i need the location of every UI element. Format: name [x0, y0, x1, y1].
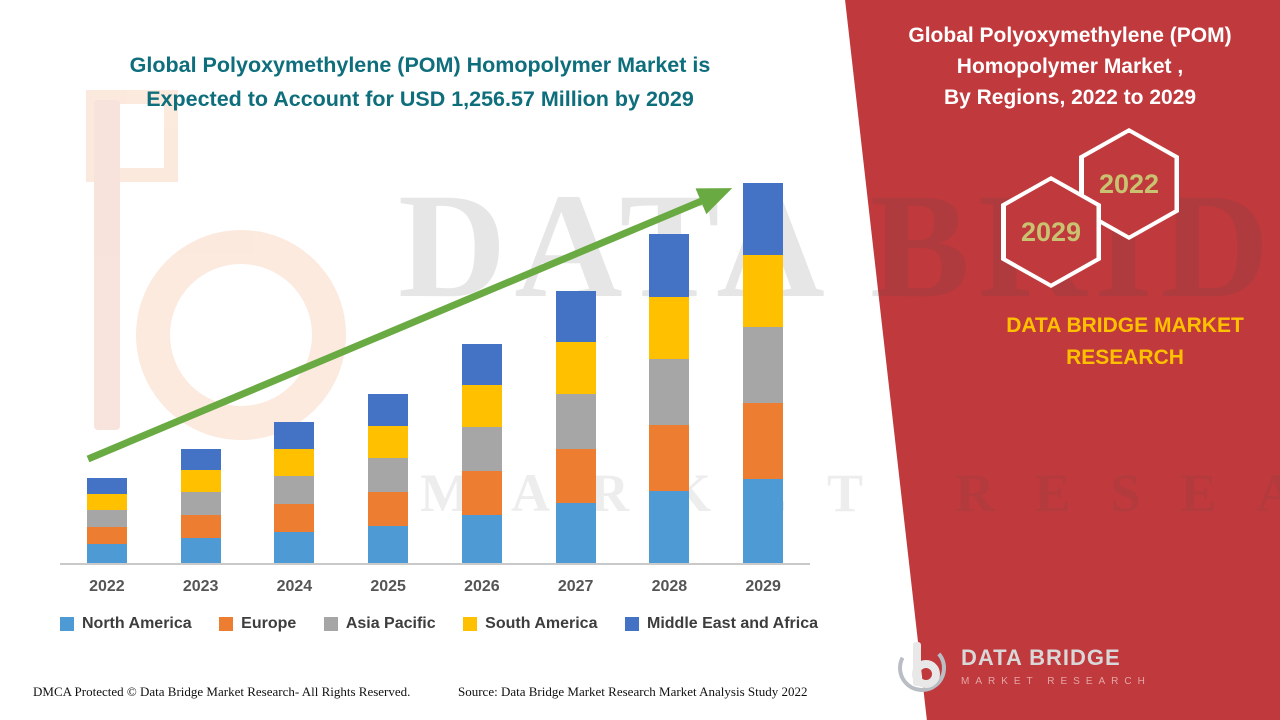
legend-item-asia-pacific: Asia Pacific: [323, 615, 436, 633]
segment-asia-pacific-2025: [368, 458, 409, 492]
legend-swatch-south-america: [463, 617, 478, 631]
stacked-bar-2027: [555, 291, 596, 563]
hex-badge-2029: 2029: [1001, 176, 1101, 288]
x-label-2022: 2022: [89, 578, 125, 595]
legend-swatch-asia-pacific: [323, 617, 338, 631]
dmca-footer: DMCA Protected © Data Bridge Market Rese…: [33, 684, 411, 699]
page-title-line2: Expected to Account for USD 1,256.57 Mil…: [146, 87, 694, 111]
segment-europe-2027: [555, 448, 596, 504]
segment-north-america-2027: [555, 503, 596, 563]
segment-asia-pacific-2027: [555, 394, 596, 449]
stacked-bar-2023: [180, 448, 221, 563]
legend-label-middle-east-and-africa: Middle East and Africa: [647, 615, 818, 632]
segment-europe-2025: [368, 491, 409, 526]
segment-south-america-2028: [649, 296, 690, 360]
x-label-2027: 2027: [557, 578, 594, 595]
stacked-bar-2022: [86, 478, 127, 563]
chart-legend: North America Europe Asia Pacific South Ame…: [60, 615, 818, 633]
legend-swatch-europe: [219, 617, 234, 631]
segment-north-america-2025: [368, 525, 409, 563]
segment-south-america-2025: [368, 425, 409, 458]
x-axis-labels: 2022 2023 2024 2025 2026 2027 2028 2029: [60, 578, 810, 596]
segment-north-america-2023: [180, 537, 221, 563]
segment-middle-east-and-africa-2027: [555, 291, 596, 343]
segment-asia-pacific-2024: [274, 475, 315, 504]
legend-label-south-america: South America: [485, 615, 598, 632]
hex-2029-border: 2029: [1001, 176, 1101, 288]
segment-europe-2022: [86, 527, 127, 545]
panel-title-line3: By Regions, 2022 to 2029: [943, 86, 1197, 109]
segment-south-america-2024: [274, 448, 315, 476]
segment-north-america-2029: [743, 479, 784, 563]
x-label-2023: 2023: [182, 578, 219, 595]
source-footer: Source: Data Bridge Market Research Mark…: [458, 684, 808, 699]
legend-swatch-north-america: [60, 617, 74, 631]
stacked-bar-2025: [368, 393, 409, 563]
segment-south-america-2027: [555, 342, 596, 395]
segment-north-america-2026: [461, 514, 502, 563]
segment-middle-east-and-africa-2023: [180, 448, 221, 471]
segment-south-america-2026: [461, 385, 502, 428]
stacked-bar-2024: [274, 421, 315, 563]
watermark-logo-square: [86, 90, 178, 182]
stacked-bar-chart: 2022 2023 2024 2025 2026 2027 2028 2029: [55, 140, 815, 600]
red-panel-content: Global Polyoxymethylene (POM) Homopolyme…: [835, 0, 1280, 720]
segment-middle-east-and-africa-2024: [274, 421, 315, 449]
segment-north-america-2022: [86, 544, 127, 563]
footer-logo: DATA BRIDGE MARKET RESEARCH: [895, 636, 1151, 696]
segment-europe-2023: [180, 514, 221, 538]
segment-europe-2024: [274, 503, 315, 532]
segment-south-america-2029: [743, 254, 784, 328]
red-side-panel: [845, 0, 1280, 720]
stacked-bar-2026: [461, 343, 502, 563]
legend-swatch-middle-east-and-africa: [625, 617, 639, 631]
x-label-2025: 2025: [370, 578, 406, 595]
footer-logo-text: DATA BRIDGE MARKET RESEARCH: [961, 645, 1151, 687]
chart-plot-area: [60, 165, 810, 565]
legend-item-middle-east-and-africa: Middle East and Africa: [625, 615, 818, 633]
x-label-2024: 2024: [276, 578, 313, 595]
footer-logo-name: DATA BRIDGE: [961, 645, 1121, 670]
segment-asia-pacific-2023: [180, 491, 221, 515]
legend-item-europe: Europe: [219, 615, 296, 633]
segment-north-america-2028: [649, 490, 690, 563]
page-title: Global Polyoxymethylene (POM) Homopolyme…: [60, 48, 780, 116]
legend-item-south-america: South America: [463, 615, 597, 633]
hex-2029-year: 2029: [1005, 180, 1097, 284]
segment-asia-pacific-2029: [743, 327, 784, 404]
panel-title-line1: Global Polyoxymethylene (POM): [908, 24, 1232, 47]
x-label-2026: 2026: [464, 578, 500, 595]
segment-europe-2029: [743, 403, 784, 480]
segment-south-america-2023: [180, 470, 221, 492]
databridge-logo-icon: [898, 642, 946, 692]
segment-asia-pacific-2028: [649, 359, 690, 425]
segment-middle-east-and-africa-2026: [461, 343, 502, 386]
brand-name-text: DATA BRIDGE MARKET RESEARCH: [1006, 314, 1244, 369]
legend-item-north-america: North America: [60, 615, 192, 633]
segment-asia-pacific-2022: [86, 510, 127, 528]
panel-title: Global Polyoxymethylene (POM) Homopolyme…: [860, 20, 1280, 113]
segment-europe-2026: [461, 471, 502, 515]
segment-europe-2028: [649, 425, 690, 491]
legend-label-north-america: North America: [82, 615, 192, 632]
legend-label-asia-pacific: Asia Pacific: [345, 615, 436, 632]
segment-south-america-2022: [86, 494, 127, 511]
footer-logo-tagline: MARKET RESEARCH: [961, 676, 1151, 687]
segment-north-america-2024: [274, 531, 315, 563]
segment-middle-east-and-africa-2022: [86, 478, 127, 495]
segment-middle-east-and-africa-2025: [368, 393, 409, 426]
x-label-2028: 2028: [651, 578, 688, 595]
page-title-line1: Global Polyoxymethylene (POM) Homopolyme…: [129, 53, 711, 77]
segment-middle-east-and-africa-2028: [649, 234, 690, 297]
panel-title-line2: Homopolymer Market ,: [956, 55, 1184, 78]
legend-label-europe: Europe: [241, 615, 297, 632]
segment-asia-pacific-2026: [461, 427, 502, 472]
stacked-bar-2028: [649, 234, 690, 563]
x-label-2029: 2029: [745, 578, 781, 595]
segment-middle-east-and-africa-2029: [743, 182, 784, 255]
stacked-bar-2029: [743, 182, 784, 563]
